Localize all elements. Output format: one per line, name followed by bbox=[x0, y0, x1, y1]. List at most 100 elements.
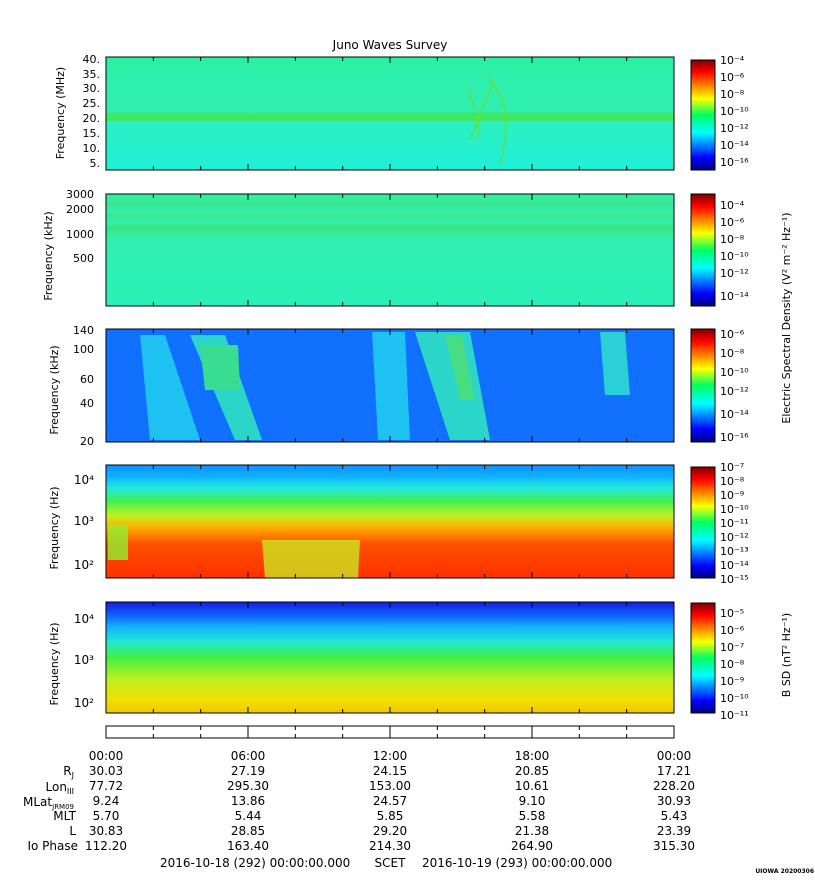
cbar-tick: 10⁻⁷ bbox=[720, 641, 744, 654]
tick-label: 10⁴ bbox=[74, 473, 94, 487]
panel-hf-khz: Frequency (kHz) 3000 2000 1000 500 10⁻⁴ … bbox=[42, 188, 749, 307]
time-ticks bbox=[105, 57, 675, 738]
cbar-tick: 10⁻¹¹ bbox=[720, 517, 749, 530]
cbar-tick: 10⁻⁷ bbox=[720, 461, 744, 474]
cbar-tick: 10⁻⁸ bbox=[720, 88, 745, 101]
cbar-tick: 10⁻⁸ bbox=[720, 475, 745, 488]
ephemeris-value: 264.90 bbox=[511, 839, 553, 853]
tick-label: 10³ bbox=[74, 653, 94, 667]
cbar-tick: 10⁻¹⁴ bbox=[720, 559, 749, 572]
panel-4-yticks: 10⁴ 10³ 10² bbox=[74, 473, 94, 572]
cbar-tick: 10⁻¹² bbox=[720, 531, 749, 544]
footer-scet: SCET bbox=[375, 856, 407, 870]
panel-1-ylabel: Frequency (MHz) bbox=[54, 67, 67, 159]
cbar-tick: 10⁻⁴ bbox=[720, 199, 745, 212]
colorbar-title-electric: Electric Spectral Density (V² m⁻² Hz⁻¹) bbox=[780, 212, 793, 423]
tick-label: 10. bbox=[83, 142, 101, 155]
footer-start: 2016-10-18 (292) 00:00:00.000 bbox=[160, 856, 350, 870]
colorbar-3 bbox=[690, 328, 716, 443]
burst-1 bbox=[140, 335, 200, 440]
tick-label: 35. bbox=[83, 68, 101, 81]
burst-2b bbox=[415, 332, 490, 440]
tick-label: 25. bbox=[83, 97, 101, 110]
cbar-tick: 10⁻⁹ bbox=[720, 489, 744, 502]
cbar-tick: 10⁻⁴ bbox=[720, 54, 745, 67]
ephemeris-value: 153.00 bbox=[369, 779, 411, 793]
time-label: 00:00 bbox=[89, 749, 124, 763]
tick-label: 10³ bbox=[74, 514, 94, 528]
cbar-tick: 10⁻⁸ bbox=[720, 658, 745, 671]
tick-label: 60 bbox=[80, 373, 94, 386]
ephemeris-value: 295.30 bbox=[227, 779, 269, 793]
panel-5-ylabel: Frequency (Hz) bbox=[48, 623, 61, 706]
cbar-tick: 10⁻¹⁰ bbox=[720, 503, 749, 516]
panel-3-ylabel: Frequency (kHz) bbox=[48, 345, 61, 434]
cbar-tick: 10⁻¹⁴ bbox=[720, 408, 749, 421]
colorbar-1-ticks: 10⁻⁴ 10⁻⁶ 10⁻⁸ 10⁻¹⁰ 10⁻¹² 10⁻¹⁴ 10⁻¹⁶ bbox=[720, 54, 749, 169]
time-label: 00:00 bbox=[657, 749, 692, 763]
ephemeris-value: 228.20 bbox=[653, 779, 695, 793]
cbar-tick: 10⁻¹⁰ bbox=[720, 366, 749, 379]
cbar-tick: 10⁻¹⁰ bbox=[720, 692, 749, 705]
panel-5-yticks: 10⁴ 10³ 10² bbox=[74, 612, 94, 710]
ephemeris-value: 27.19 bbox=[231, 764, 265, 778]
ephemeris-value: 5.44 bbox=[235, 809, 262, 823]
ephemeris-value: 315.30 bbox=[653, 839, 695, 853]
ephemeris-value: 10.61 bbox=[515, 779, 549, 793]
row-label-rj: RJ bbox=[63, 764, 74, 780]
ephemeris-value: 112.20 bbox=[85, 839, 127, 853]
colorbar-4 bbox=[690, 466, 716, 579]
spectrogram-2 bbox=[106, 194, 674, 306]
ephemeris-value: 5.70 bbox=[93, 809, 120, 823]
cbar-tick: 10⁻⁶ bbox=[720, 328, 745, 341]
ephemeris-value: 29.20 bbox=[373, 824, 407, 838]
tick-label: 500 bbox=[73, 252, 94, 265]
tick-label: 140 bbox=[73, 324, 94, 337]
panel-magnetic: Frequency (Hz) 10⁴ 10³ 10² 10⁻⁵ 10⁻⁶ 10⁻… bbox=[48, 601, 749, 722]
tick-label: 20 bbox=[80, 435, 94, 448]
cbar-tick: 10⁻⁹ bbox=[720, 675, 744, 688]
emission-arc bbox=[467, 77, 507, 166]
weak-interval bbox=[262, 540, 360, 578]
ephemeris-value: 77.72 bbox=[89, 779, 123, 793]
cbar-tick: 10⁻¹⁵ bbox=[720, 573, 749, 586]
tick-label: 15. bbox=[83, 127, 101, 140]
tick-label: 30. bbox=[83, 82, 101, 95]
colorbar-1 bbox=[690, 59, 716, 171]
ephemeris-value: 17.21 bbox=[657, 764, 691, 778]
panel-hf-mhz: Frequency (MHz) 40. 35. 30. 25. 20. 15. … bbox=[54, 53, 749, 171]
tick-label: 3000 bbox=[66, 188, 94, 201]
cbar-tick: 10⁻¹⁴ bbox=[720, 290, 749, 303]
time-label-row: 00:00 06:00 12:00 18:00 00:00 bbox=[89, 749, 692, 763]
panel-2-yticks: 3000 2000 1000 500 bbox=[66, 188, 94, 265]
colorbar-2 bbox=[690, 193, 716, 307]
ephemeris-value: 163.40 bbox=[227, 839, 269, 853]
colorbar-5 bbox=[690, 602, 716, 714]
cbar-tick: 10⁻⁵ bbox=[720, 607, 744, 620]
cbar-tick: 10⁻¹⁶ bbox=[720, 156, 749, 169]
time-label: 18:00 bbox=[515, 749, 550, 763]
cbar-tick: 10⁻⁶ bbox=[720, 216, 745, 229]
row-label-lon: LonIII bbox=[46, 780, 75, 796]
time-label: 06:00 bbox=[231, 749, 266, 763]
ephemeris-value: 30.03 bbox=[89, 764, 123, 778]
figure-title: Juno Waves Survey bbox=[332, 38, 448, 52]
weak-interval-2 bbox=[108, 525, 128, 560]
cbar-tick: 10⁻¹⁴ bbox=[720, 139, 749, 152]
cbar-tick: 10⁻¹² bbox=[720, 385, 749, 398]
panel-3-yticks: 140 100 60 40 20 bbox=[73, 324, 94, 448]
cbar-tick: 10⁻¹² bbox=[720, 267, 749, 280]
ephemeris-value: 21.38 bbox=[515, 824, 549, 838]
cbar-tick: 10⁻⁶ bbox=[720, 624, 745, 637]
spectrogram-1 bbox=[106, 57, 674, 170]
ephemeris-value: 5.58 bbox=[519, 809, 546, 823]
tick-label: 10² bbox=[74, 558, 94, 572]
footer-stamp: UIOWA 20200306 bbox=[755, 868, 814, 875]
cbar-tick: 10⁻¹⁶ bbox=[720, 431, 749, 444]
row-label-l: L bbox=[69, 824, 76, 838]
colorbar-4-ticks: 10⁻⁷ 10⁻⁸ 10⁻⁹ 10⁻¹⁰ 10⁻¹¹ 10⁻¹² 10⁻¹³ 1… bbox=[720, 461, 749, 586]
tick-label: 2000 bbox=[66, 203, 94, 216]
ephemeris-value: 9.24 bbox=[93, 794, 120, 808]
ephemeris-value: 5.43 bbox=[661, 809, 688, 823]
